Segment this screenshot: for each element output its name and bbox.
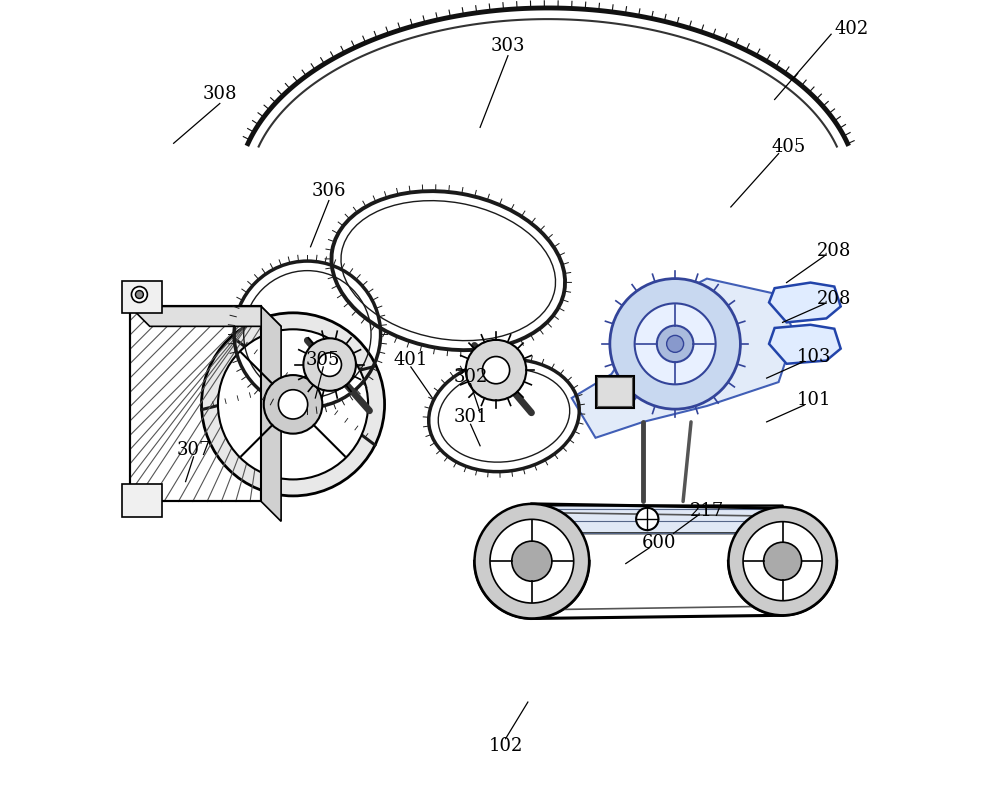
Polygon shape xyxy=(130,306,281,326)
Circle shape xyxy=(490,519,574,603)
Polygon shape xyxy=(769,325,841,364)
Circle shape xyxy=(218,330,368,479)
Polygon shape xyxy=(261,306,281,521)
Circle shape xyxy=(657,326,693,362)
Circle shape xyxy=(610,279,740,409)
Circle shape xyxy=(318,353,341,377)
Circle shape xyxy=(728,507,837,615)
Text: 208: 208 xyxy=(817,242,852,259)
Text: 600: 600 xyxy=(642,534,676,552)
Circle shape xyxy=(278,390,308,419)
Circle shape xyxy=(264,375,322,434)
Circle shape xyxy=(303,338,356,391)
Text: 302: 302 xyxy=(453,368,488,385)
Polygon shape xyxy=(130,306,261,501)
Polygon shape xyxy=(528,505,544,565)
Circle shape xyxy=(743,521,822,601)
Circle shape xyxy=(512,541,552,581)
Circle shape xyxy=(466,340,526,400)
Bar xyxy=(597,377,632,406)
Circle shape xyxy=(667,335,684,353)
Bar xyxy=(596,376,634,408)
Circle shape xyxy=(475,504,589,618)
Polygon shape xyxy=(572,279,795,438)
Text: 405: 405 xyxy=(772,139,806,156)
Text: 402: 402 xyxy=(835,21,869,38)
Polygon shape xyxy=(122,484,162,517)
Text: 208: 208 xyxy=(817,290,852,307)
Text: 301: 301 xyxy=(453,408,488,426)
Circle shape xyxy=(135,291,143,298)
Text: 101: 101 xyxy=(797,392,832,409)
Text: 306: 306 xyxy=(312,182,346,200)
Text: 307: 307 xyxy=(176,441,211,458)
Text: 401: 401 xyxy=(394,351,428,369)
Circle shape xyxy=(764,542,802,580)
Text: 217: 217 xyxy=(690,502,724,520)
Circle shape xyxy=(482,357,510,384)
Circle shape xyxy=(636,508,658,530)
Text: 305: 305 xyxy=(306,351,340,369)
Circle shape xyxy=(635,303,716,384)
Text: 303: 303 xyxy=(491,37,525,55)
Polygon shape xyxy=(528,505,798,533)
Text: 308: 308 xyxy=(203,85,237,103)
Text: 102: 102 xyxy=(488,737,523,755)
Text: 103: 103 xyxy=(797,348,832,365)
Circle shape xyxy=(201,313,385,496)
Polygon shape xyxy=(769,283,841,322)
Polygon shape xyxy=(122,281,162,313)
Circle shape xyxy=(131,287,147,302)
